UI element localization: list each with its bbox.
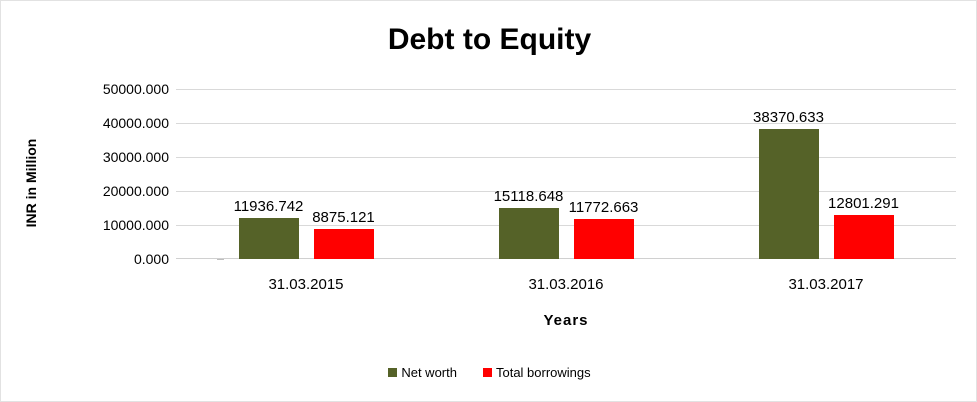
legend-label: Total borrowings	[495, 365, 591, 380]
data-label: 8875.121	[312, 208, 375, 226]
y-axis-tick-label: 40000.000	[102, 115, 169, 131]
bar-net-worth-31.03.2016[interactable]	[498, 207, 559, 259]
data-label: 11772.663	[568, 198, 639, 216]
bar-total-borrowings-31.03.2016[interactable]	[573, 218, 634, 259]
gridline	[176, 191, 956, 192]
gridline	[176, 123, 956, 124]
x-axis-category-label: 31.03.2016	[528, 276, 604, 293]
data-label: 12801.291	[828, 195, 899, 213]
y-axis-tick-labels: 0.000 10000.000 20000.000 30000.000 40000.00…	[49, 1, 224, 401]
gridline	[176, 89, 956, 90]
data-label: 38370.633	[753, 108, 824, 126]
chart-legend: Net worth Total borrowings	[1, 365, 976, 380]
x-axis-category-label: 31.03.2015	[268, 276, 344, 293]
y-axis-tick-label: 0.000	[133, 251, 169, 267]
legend-label: Net worth	[401, 365, 457, 380]
y-axis-tick-mark	[217, 259, 224, 260]
bar-net-worth-31.03.2017[interactable]	[758, 128, 819, 259]
y-axis-tick-label: 50000.000	[102, 81, 169, 97]
data-label: 11936.742	[233, 198, 304, 216]
bar-net-worth-31.03.2015[interactable]	[238, 218, 299, 259]
legend-item-total-borrowings[interactable]: Total borrowings	[482, 365, 591, 380]
gridline	[176, 225, 956, 226]
legend-swatch-icon	[388, 368, 398, 377]
legend-swatch-icon	[482, 368, 492, 377]
gridline	[176, 157, 956, 158]
y-axis-tick-label: 10000.000	[102, 217, 169, 233]
x-axis-category-label: 31.03.2017	[788, 276, 864, 293]
plot-area	[176, 89, 956, 259]
data-label: 15118.648	[493, 187, 564, 205]
y-axis-title-text: INR in Million	[23, 138, 39, 228]
bar-total-borrowings-31.03.2015[interactable]	[313, 228, 374, 259]
legend-item-net-worth[interactable]: Net worth	[388, 365, 457, 380]
y-axis-tick-label: 20000.000	[102, 183, 169, 199]
axis-baseline	[176, 258, 956, 259]
chart-title: Debt to Equity	[387, 23, 592, 56]
x-axis-title: Years	[543, 312, 589, 329]
y-axis-tick-label: 30000.000	[102, 149, 169, 165]
bar-total-borrowings-31.03.2017[interactable]	[833, 215, 894, 259]
